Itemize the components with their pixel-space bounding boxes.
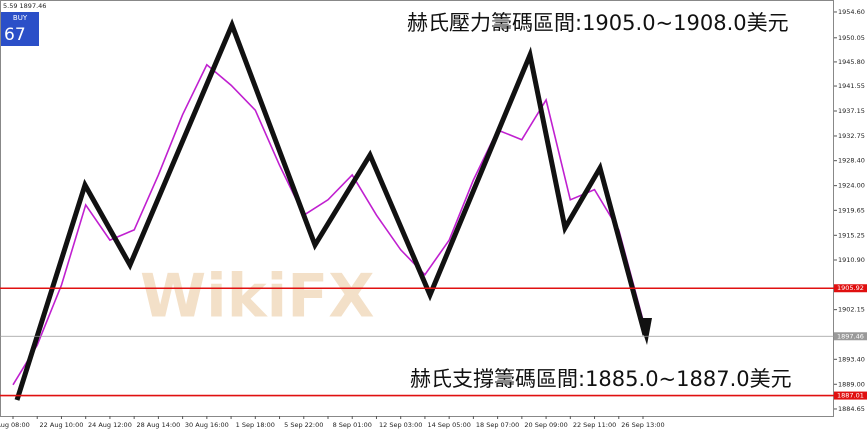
- x-tick-label: 8 Sep 01:00: [333, 421, 372, 429]
- x-tick-label: 12 Sep 03:00: [379, 421, 422, 429]
- y-tick-label: 1932.75: [838, 132, 865, 140]
- y-tick-label: 1937.15: [838, 107, 865, 115]
- arrow-head: [638, 318, 652, 345]
- plot-frame: [0, 0, 834, 417]
- x-tick-label: 24 Aug 12:00: [88, 421, 132, 429]
- price-series: [12, 63, 644, 386]
- y-tick-label: 1919.65: [838, 206, 865, 214]
- buy-button[interactable]: [1, 12, 39, 46]
- y-tick-label: 1941.55: [838, 82, 865, 90]
- x-tick-label: 5 Sep 22:00: [284, 421, 323, 429]
- x-tick-label: 22 Sep 11:00: [573, 421, 616, 429]
- x-tick-label: 26 Sep 13:00: [621, 421, 664, 429]
- price-tag: [834, 391, 867, 400]
- header: 5.59 1897.46: [3, 2, 46, 10]
- price-tag-label: 1897.46: [837, 332, 864, 340]
- price-tag: [834, 332, 867, 341]
- x-tick-label: 18 Sep 07:00: [476, 421, 519, 429]
- buy-value[interactable]: 67: [4, 25, 26, 45]
- x-tick-label: 22 Aug 10:00: [40, 421, 84, 429]
- y-tick-label: 1889.00: [838, 380, 865, 388]
- price-tag-label: 1905.92: [837, 284, 864, 292]
- y-tick-label: 1928.40: [838, 157, 865, 165]
- y-tick-label: 1954.60: [838, 8, 865, 16]
- y-tick-label: 1884.65: [838, 405, 865, 413]
- y-tick-label: 1893.40: [838, 355, 865, 363]
- buy-label[interactable]: BUY: [13, 14, 28, 22]
- x-tick-label: 20 Sep 09:00: [524, 421, 567, 429]
- resistance-annotation: 赫氏壓力籌碼區間:1905.0~1908.0美元: [407, 11, 789, 35]
- y-tick-label: 1945.80: [838, 58, 865, 66]
- x-tick-label: 1 Sep 18:00: [236, 421, 275, 429]
- watermark: WikiFX: [140, 262, 374, 332]
- price-tag: [834, 284, 867, 293]
- y-tick-label: 1924.00: [838, 182, 865, 190]
- y-tick-label: 1902.15: [838, 306, 865, 314]
- support-annotation: 赫氏支撐籌碼區間:1885.0~1887.0美元: [410, 367, 792, 391]
- x-tick-label: 30 Aug 16:00: [185, 421, 229, 429]
- x-tick-label: 14 Sep 05:00: [427, 421, 470, 429]
- x-tick-label: 28 Aug 14:00: [136, 421, 180, 429]
- y-tick-label: 1915.25: [838, 231, 865, 239]
- price-tag-label: 1887.01: [837, 392, 864, 400]
- y-tick-label: 1950.05: [838, 34, 865, 42]
- y-tick-label: 1910.90: [838, 256, 865, 264]
- x-tick-label: Aug 08:00: [0, 421, 30, 429]
- zigzag-annotation: [14, 18, 648, 401]
